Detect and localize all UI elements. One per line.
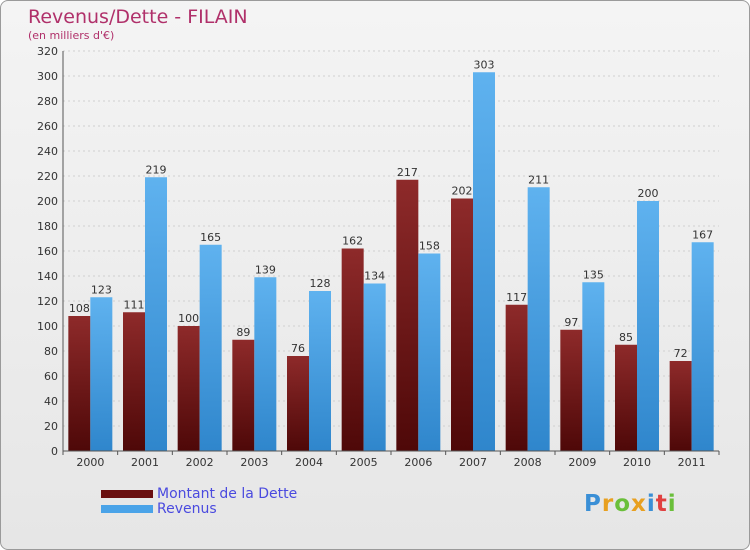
bar-revenue bbox=[527, 187, 550, 451]
bar-debt bbox=[451, 198, 473, 451]
x-tick-label: 2000 bbox=[76, 456, 104, 469]
data-label-debt: 111 bbox=[124, 298, 145, 311]
x-tick-label: 2001 bbox=[131, 456, 159, 469]
bar-debt bbox=[341, 248, 364, 451]
bar-debt bbox=[68, 316, 91, 451]
data-label-revenue: 123 bbox=[91, 283, 112, 296]
bar-revenue bbox=[637, 201, 659, 451]
y-tick-label: 320 bbox=[37, 45, 58, 58]
data-label-debt: 76 bbox=[291, 342, 305, 355]
x-tick-label: 2010 bbox=[623, 456, 651, 469]
y-tick-label: 280 bbox=[37, 95, 58, 108]
y-tick-label: 220 bbox=[37, 170, 58, 183]
bar-revenue bbox=[145, 177, 167, 451]
y-tick-label: 80 bbox=[44, 345, 58, 358]
data-label-revenue: 165 bbox=[200, 231, 221, 244]
x-tick-label: 2004 bbox=[295, 456, 323, 469]
bar-debt bbox=[505, 304, 528, 451]
data-label-debt: 72 bbox=[674, 347, 688, 360]
x-tick-label: 2006 bbox=[404, 456, 432, 469]
bar-debt bbox=[232, 339, 255, 451]
bar-revenue bbox=[254, 277, 277, 451]
data-label-revenue: 303 bbox=[474, 58, 495, 71]
bar-revenue bbox=[309, 291, 331, 451]
data-label-revenue: 200 bbox=[638, 187, 659, 200]
bar-revenue bbox=[90, 297, 113, 451]
x-tick-label: 2003 bbox=[240, 456, 268, 469]
data-label-revenue: 219 bbox=[146, 163, 167, 176]
y-tick-label: 100 bbox=[37, 320, 58, 333]
logo-letter: x bbox=[631, 491, 647, 517]
data-label-debt: 202 bbox=[452, 185, 473, 198]
y-tick-label: 60 bbox=[44, 370, 58, 383]
data-label-debt: 117 bbox=[506, 291, 527, 304]
x-tick-label: 2009 bbox=[568, 456, 596, 469]
bar-debt bbox=[669, 361, 692, 451]
bar-revenue bbox=[199, 244, 222, 451]
data-label-debt: 100 bbox=[178, 312, 199, 325]
legend-label-debt: Montant de la Dette bbox=[157, 486, 298, 502]
bar-revenue bbox=[473, 72, 495, 451]
bar-revenue bbox=[363, 283, 386, 451]
legend-label-revenue: Revenus bbox=[157, 501, 217, 517]
bar-debt bbox=[123, 312, 145, 451]
data-label-revenue: 139 bbox=[255, 263, 276, 276]
data-label-debt: 89 bbox=[236, 326, 250, 339]
data-label-revenue: 135 bbox=[583, 268, 604, 281]
y-tick-label: 20 bbox=[44, 420, 58, 433]
legend-swatch-debt bbox=[101, 490, 153, 498]
chart-title: Revenus/Dette - FILAIN bbox=[28, 6, 248, 28]
data-label-revenue: 167 bbox=[692, 228, 713, 241]
bar-revenue bbox=[582, 282, 605, 451]
y-tick-label: 180 bbox=[37, 220, 58, 233]
data-label-debt: 162 bbox=[342, 235, 363, 248]
logo-letter: P bbox=[584, 491, 602, 517]
y-tick-label: 300 bbox=[37, 70, 58, 83]
data-label-revenue: 211 bbox=[528, 173, 549, 186]
bar-revenue bbox=[418, 253, 441, 451]
x-tick-label: 2011 bbox=[678, 456, 706, 469]
bar-debt bbox=[396, 179, 419, 451]
y-tick-label: 140 bbox=[37, 270, 58, 283]
legend-swatch-revenue bbox=[101, 505, 153, 513]
y-tick-label: 160 bbox=[37, 245, 58, 258]
logo-letter: r bbox=[601, 491, 615, 517]
bar-debt bbox=[177, 326, 200, 451]
x-tick-label: 2007 bbox=[459, 456, 487, 469]
x-tick-label: 2005 bbox=[350, 456, 378, 469]
data-label-debt: 217 bbox=[397, 166, 418, 179]
data-label-revenue: 128 bbox=[310, 277, 331, 290]
bar-debt bbox=[615, 344, 637, 451]
data-label-revenue: 158 bbox=[419, 240, 440, 253]
y-tick-label: 120 bbox=[37, 295, 58, 308]
logo-letter: t bbox=[655, 491, 668, 517]
bar-revenue bbox=[691, 242, 714, 451]
logo-letter: i bbox=[667, 491, 677, 517]
logo-letter: i bbox=[646, 491, 656, 517]
bar-debt bbox=[287, 356, 309, 451]
y-tick-label: 200 bbox=[37, 195, 58, 208]
x-tick-label: 2008 bbox=[514, 456, 542, 469]
bar-debt bbox=[560, 329, 583, 451]
data-label-revenue: 134 bbox=[364, 270, 385, 283]
y-tick-label: 240 bbox=[37, 145, 58, 158]
y-tick-label: 260 bbox=[37, 120, 58, 133]
y-tick-label: 40 bbox=[44, 395, 58, 408]
proxiti-logo: Proxiti bbox=[584, 491, 677, 517]
logo-letter: o bbox=[614, 491, 632, 517]
data-label-debt: 108 bbox=[69, 302, 90, 315]
data-label-debt: 97 bbox=[564, 316, 578, 329]
data-label-debt: 85 bbox=[619, 331, 633, 344]
chart-subtitle: (en milliers d'€) bbox=[28, 29, 115, 42]
y-tick-label: 0 bbox=[51, 445, 58, 458]
x-tick-label: 2002 bbox=[186, 456, 214, 469]
